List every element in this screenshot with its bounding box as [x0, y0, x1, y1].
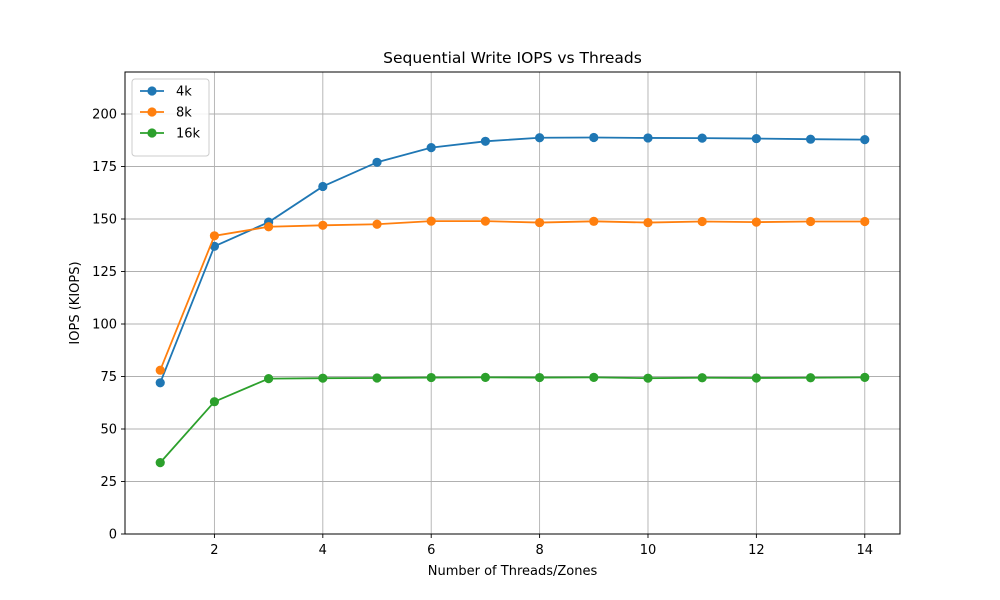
- data-point: [318, 181, 328, 192]
- x-tick-label: 4: [319, 543, 327, 558]
- data-point: [589, 216, 599, 226]
- data-point: [860, 216, 870, 227]
- series-line: [159, 220, 865, 371]
- data-point: [589, 132, 599, 143]
- x-tick-label: 10: [640, 543, 657, 558]
- data-point: [751, 133, 761, 144]
- data-point: [643, 133, 653, 143]
- legend-label: 4k: [176, 85, 192, 100]
- series-line: [159, 136, 865, 384]
- y-tick-label: 0: [109, 528, 117, 543]
- data-point: [426, 372, 436, 383]
- data-point: [480, 372, 491, 382]
- data-point: [480, 136, 491, 146]
- data-point: [372, 219, 382, 229]
- data-point: [534, 133, 545, 143]
- data-point: [372, 157, 382, 167]
- y-tick-label: 200: [92, 108, 117, 123]
- data-point: [805, 373, 816, 383]
- y-tick-label: 25: [100, 475, 117, 490]
- series-line: [159, 376, 865, 464]
- legend-item: 8k: [140, 106, 192, 121]
- x-tick-label: 14: [856, 543, 873, 558]
- data-point: [426, 143, 436, 153]
- data-point: [155, 365, 165, 375]
- data-point: [318, 373, 328, 383]
- data-point: [751, 373, 761, 383]
- y-tick-label: 150: [92, 213, 117, 228]
- data-point: [805, 134, 816, 144]
- data-point: [155, 378, 165, 388]
- data-point: [209, 397, 220, 407]
- data-point: [264, 374, 274, 384]
- legend-item: 4k: [140, 85, 192, 100]
- data-point: [697, 373, 707, 383]
- axis-ticks: 2 4 6 8 10 12 14 0 25 50 75 100 125 150 175 200: [92, 108, 873, 559]
- data-point: [860, 135, 870, 145]
- data-point: [480, 216, 491, 226]
- data-point: [209, 241, 220, 251]
- x-tick-label: 6: [427, 543, 435, 558]
- legend-swatch-marker: [147, 128, 157, 138]
- grid: [125, 72, 900, 535]
- data-point: [589, 372, 599, 382]
- data-point: [155, 458, 165, 468]
- series-8k: [155, 216, 870, 375]
- y-tick-label: 100: [92, 318, 117, 333]
- y-tick-label: 75: [100, 370, 117, 385]
- x-axis-title: Number of Threads/Zones: [428, 564, 598, 579]
- data-point: [318, 220, 328, 230]
- data-point: [697, 216, 707, 227]
- series-4k: [155, 132, 870, 388]
- plot-frame: [124, 71, 901, 535]
- data-point: [534, 372, 545, 383]
- legend-label: 8k: [176, 106, 192, 121]
- legend-label: 16k: [176, 127, 201, 142]
- y-axis-title: IOPS (KIOPS): [68, 261, 83, 344]
- y-tick-label: 50: [100, 423, 117, 438]
- legend: 4k 8k 16k: [131, 78, 210, 157]
- data-point: [643, 373, 653, 383]
- legend-swatch-marker: [147, 86, 157, 96]
- chart-title: Sequential Write IOPS vs Threads: [383, 49, 642, 67]
- legend-item: 16k: [140, 127, 201, 142]
- data-point: [805, 216, 816, 227]
- y-tick-label: 175: [92, 160, 117, 175]
- data-point: [426, 216, 436, 226]
- x-tick-label: 2: [210, 543, 218, 558]
- data-point: [209, 231, 220, 241]
- data-point: [372, 373, 382, 383]
- series-layer: [155, 132, 870, 468]
- series-16k: [155, 372, 870, 468]
- x-tick-label: 12: [748, 543, 765, 558]
- data-point: [697, 133, 707, 143]
- data-point: [860, 372, 870, 382]
- data-point: [751, 217, 761, 227]
- legend-swatch-marker: [147, 107, 157, 117]
- data-point: [264, 222, 274, 232]
- y-tick-label: 125: [92, 265, 117, 280]
- data-point: [643, 217, 653, 228]
- data-point: [534, 217, 545, 228]
- x-tick-label: 8: [535, 543, 543, 558]
